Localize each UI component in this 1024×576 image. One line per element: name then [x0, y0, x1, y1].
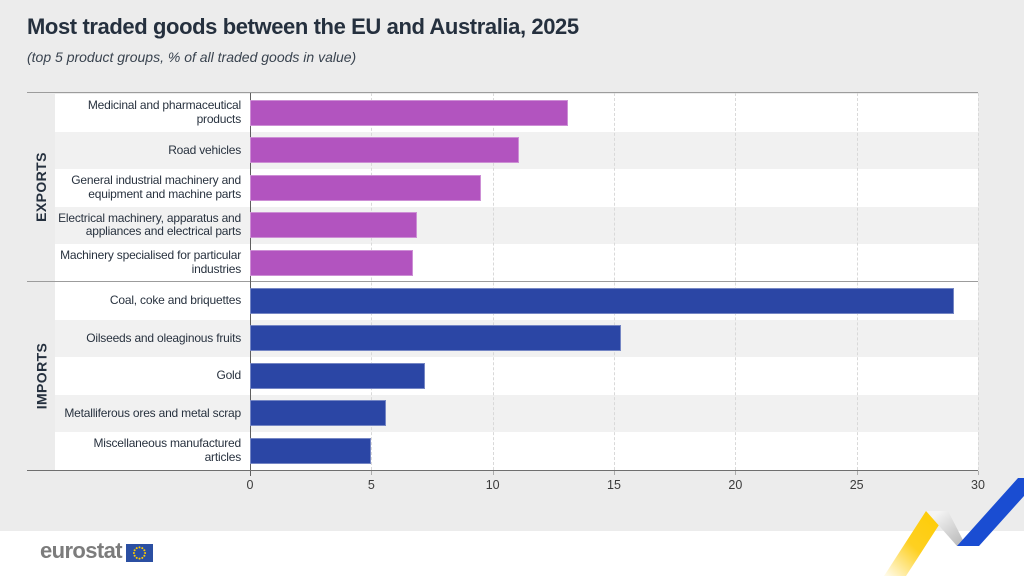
exports-section-label: EXPORTS	[33, 152, 49, 222]
category-label: General industrial machinery and equipme…	[71, 173, 241, 201]
chart-row: Medicinal and pharmaceutical products	[55, 94, 978, 132]
ribbon-decoration	[884, 478, 1024, 576]
bar-area	[250, 395, 978, 433]
bar-chart: EXPORTS IMPORTS Medicinal and pharmaceut…	[27, 92, 979, 471]
eu-flag-icon	[126, 543, 153, 562]
x-axis-line	[27, 470, 978, 471]
exports-bar	[250, 137, 520, 164]
exports-bar	[250, 212, 418, 239]
exports-bar	[250, 99, 568, 126]
x-tick-label: 10	[485, 478, 500, 492]
exports-bar	[250, 174, 481, 201]
category-label: Gold	[216, 368, 241, 383]
chart-row: Coal, coke and briquettes	[55, 282, 978, 320]
x-tick-mark	[735, 471, 737, 475]
bar-area	[250, 244, 978, 282]
x-tick-label: 5	[367, 478, 375, 492]
x-tick-mark	[371, 471, 373, 475]
bar-area	[250, 169, 978, 207]
exports-bar	[250, 249, 413, 276]
imports-bar	[250, 325, 622, 352]
x-tick-label: 30	[971, 478, 985, 492]
ribbon-yellow-stripe	[884, 511, 948, 576]
x-tick-label: 0	[246, 478, 254, 492]
x-tick-mark	[856, 471, 858, 475]
ribbon-fold	[926, 511, 965, 546]
section-divider-line	[27, 281, 978, 282]
x-tick-mark	[614, 471, 615, 475]
x-tick-mark	[250, 471, 251, 476]
bar-area	[250, 357, 978, 395]
exports-rows: Medicinal and pharmaceutical products Roa…	[55, 94, 978, 282]
ribbon-blue-stripe	[957, 478, 1024, 546]
imports-bar	[250, 287, 954, 314]
x-tick-mark	[978, 471, 979, 475]
x-tick-label: 15	[607, 478, 621, 492]
bar-area	[250, 132, 978, 170]
imports-section-label: IMPORTS	[33, 342, 49, 410]
page-subtitle: (top 5 product groups, % of all traded g…	[27, 49, 357, 65]
category-label: Medicinal and pharmaceutical products	[87, 98, 241, 126]
category-label: Metalliferous ores and metal scrap	[64, 405, 241, 420]
chart-row: Machinery specialised for particular ind…	[55, 244, 978, 282]
chart-row: Metalliferous ores and metal scrap	[55, 394, 978, 433]
bar-area	[250, 94, 978, 132]
page-title: Most traded goods between the EU and Aus…	[27, 14, 579, 39]
imports-bar	[250, 400, 386, 427]
x-tick-mark	[492, 471, 494, 475]
category-label: Road vehicles	[168, 142, 241, 157]
bar-area	[250, 207, 978, 245]
chart-row: Electrical machinery, apparatus and appl…	[55, 206, 978, 245]
imports-rows: Coal, coke and briquettes Oilseeds and ol…	[55, 282, 978, 470]
imports-bar	[250, 437, 372, 464]
imports-bar	[250, 362, 425, 389]
bar-area	[250, 432, 978, 470]
footer-strip	[0, 531, 1024, 576]
gridline	[978, 93, 979, 470]
x-tick-label: 20	[728, 478, 743, 492]
eurostat-logo: eurostat	[40, 538, 153, 564]
bar-area	[250, 282, 978, 320]
chart-row: General industrial machinery and equipme…	[55, 169, 978, 207]
category-label: Coal, coke and briquettes	[109, 293, 241, 308]
chart-row: Road vehicles	[55, 131, 978, 170]
bar-area	[250, 320, 978, 358]
category-label: Oilseeds and oleaginous fruits	[86, 330, 241, 345]
x-tick-label: 25	[849, 478, 864, 492]
eurostat-logo-text: eurostat	[40, 538, 123, 563]
chart-row: Miscellaneous manufactured articles	[55, 432, 978, 470]
x-axis: 0 5 10 15 20 25 30	[246, 471, 985, 497]
category-label: Machinery specialised for particular ind…	[60, 248, 241, 276]
category-label: Electrical machinery, apparatus and appl…	[58, 210, 241, 239]
category-label: Miscellaneous manufactured articles	[93, 436, 241, 464]
chart-row: Oilseeds and oleaginous fruits	[55, 319, 978, 358]
chart-row: Gold	[55, 357, 978, 395]
